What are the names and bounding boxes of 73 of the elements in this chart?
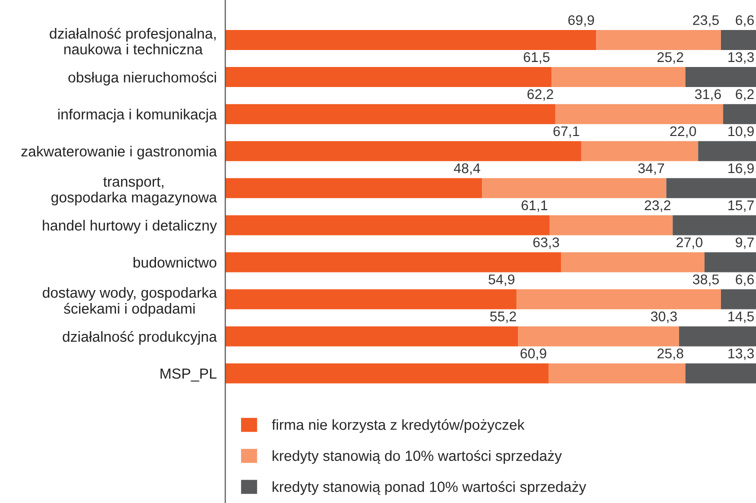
bar — [225, 326, 518, 346]
bar — [581, 141, 698, 162]
bar — [550, 215, 673, 236]
y-tick-label: budownictwo — [134, 256, 216, 268]
legend-label: kredyty stanowią do 10% wartości sprzedaży — [272, 450, 562, 464]
data-label: 13,3 — [728, 52, 754, 64]
bar — [548, 363, 686, 384]
data-label: 16,9 — [728, 163, 754, 175]
data-label: 22,0 — [670, 126, 696, 138]
bar — [685, 67, 756, 88]
data-label: 23,5 — [693, 15, 719, 27]
bar — [225, 67, 552, 88]
bar — [482, 178, 666, 198]
bar — [225, 30, 596, 50]
bar — [723, 104, 756, 124]
data-label: 55,2 — [490, 312, 516, 323]
data-label: 38,5 — [692, 274, 719, 286]
bar — [561, 252, 705, 272]
bar — [555, 104, 724, 124]
bar — [518, 326, 680, 346]
data-label: 61,1 — [522, 200, 548, 212]
bar — [225, 178, 482, 198]
bar — [225, 104, 556, 124]
data-label: 13,3 — [728, 348, 754, 360]
bar — [720, 289, 756, 310]
data-label: 6,6 — [736, 15, 754, 27]
bar — [225, 215, 550, 236]
data-label: 25,2 — [657, 52, 684, 64]
y-tick-label: transport, gospodarka magazynowa — [51, 177, 217, 206]
data-label: 15,7 — [728, 200, 754, 212]
data-label: 31,6 — [695, 89, 721, 101]
bar — [685, 363, 756, 384]
y-tick-label: dostawy wody, gospodarka ściekami i odpadami — [42, 287, 217, 317]
data-label: 6,6 — [736, 274, 754, 286]
legend-label: firma nie korzysta z kredytów/pożyczek — [272, 419, 525, 433]
bar — [679, 326, 756, 346]
data-label: 67,1 — [553, 126, 580, 138]
y-tick-label: działalność produkcyjna — [62, 330, 217, 345]
data-label: 34,7 — [638, 163, 664, 175]
bar — [672, 215, 756, 236]
data-label: 9,7 — [736, 237, 754, 249]
data-label: 25,8 — [657, 348, 684, 360]
y-tick-label: informacja i komunikacja — [58, 108, 217, 122]
y-tick-label: działalność profesjonalna, naukowa i techniczna — [50, 28, 216, 54]
y-tick-label: handel hurtowy i detaliczny — [42, 220, 217, 234]
bar — [698, 141, 756, 162]
bar — [704, 252, 756, 272]
bar — [225, 141, 582, 162]
data-label: 62,2 — [527, 89, 554, 101]
bar — [225, 363, 548, 384]
data-label: 54,9 — [488, 274, 514, 286]
data-label: 14,5 — [728, 312, 754, 323]
bar — [666, 178, 756, 198]
data-label: 60,9 — [520, 348, 546, 360]
y-tick-label: zakwaterowanie i gastronomia — [21, 146, 217, 160]
bar — [516, 289, 721, 310]
y-tick-label: MSP_PL — [160, 368, 216, 382]
y-tick-label: obsługa nieruchomości — [68, 72, 216, 86]
legend-label: kredyty stanowią ponad 10% wartości sprzedaży — [272, 481, 586, 495]
bar — [596, 30, 721, 50]
bar — [720, 30, 756, 50]
data-label: 69,9 — [568, 15, 594, 27]
data-label: 48,4 — [454, 163, 480, 175]
data-label: 6,2 — [736, 89, 754, 101]
data-label: 27,0 — [676, 237, 702, 249]
bar — [225, 289, 517, 310]
bar — [225, 252, 562, 272]
data-label: 61,5 — [524, 52, 550, 64]
data-label: 63,3 — [533, 237, 560, 249]
bar — [552, 67, 686, 88]
data-label: 10,9 — [728, 126, 754, 138]
data-label: 23,2 — [644, 200, 670, 212]
data-label: 30,3 — [650, 312, 677, 323]
